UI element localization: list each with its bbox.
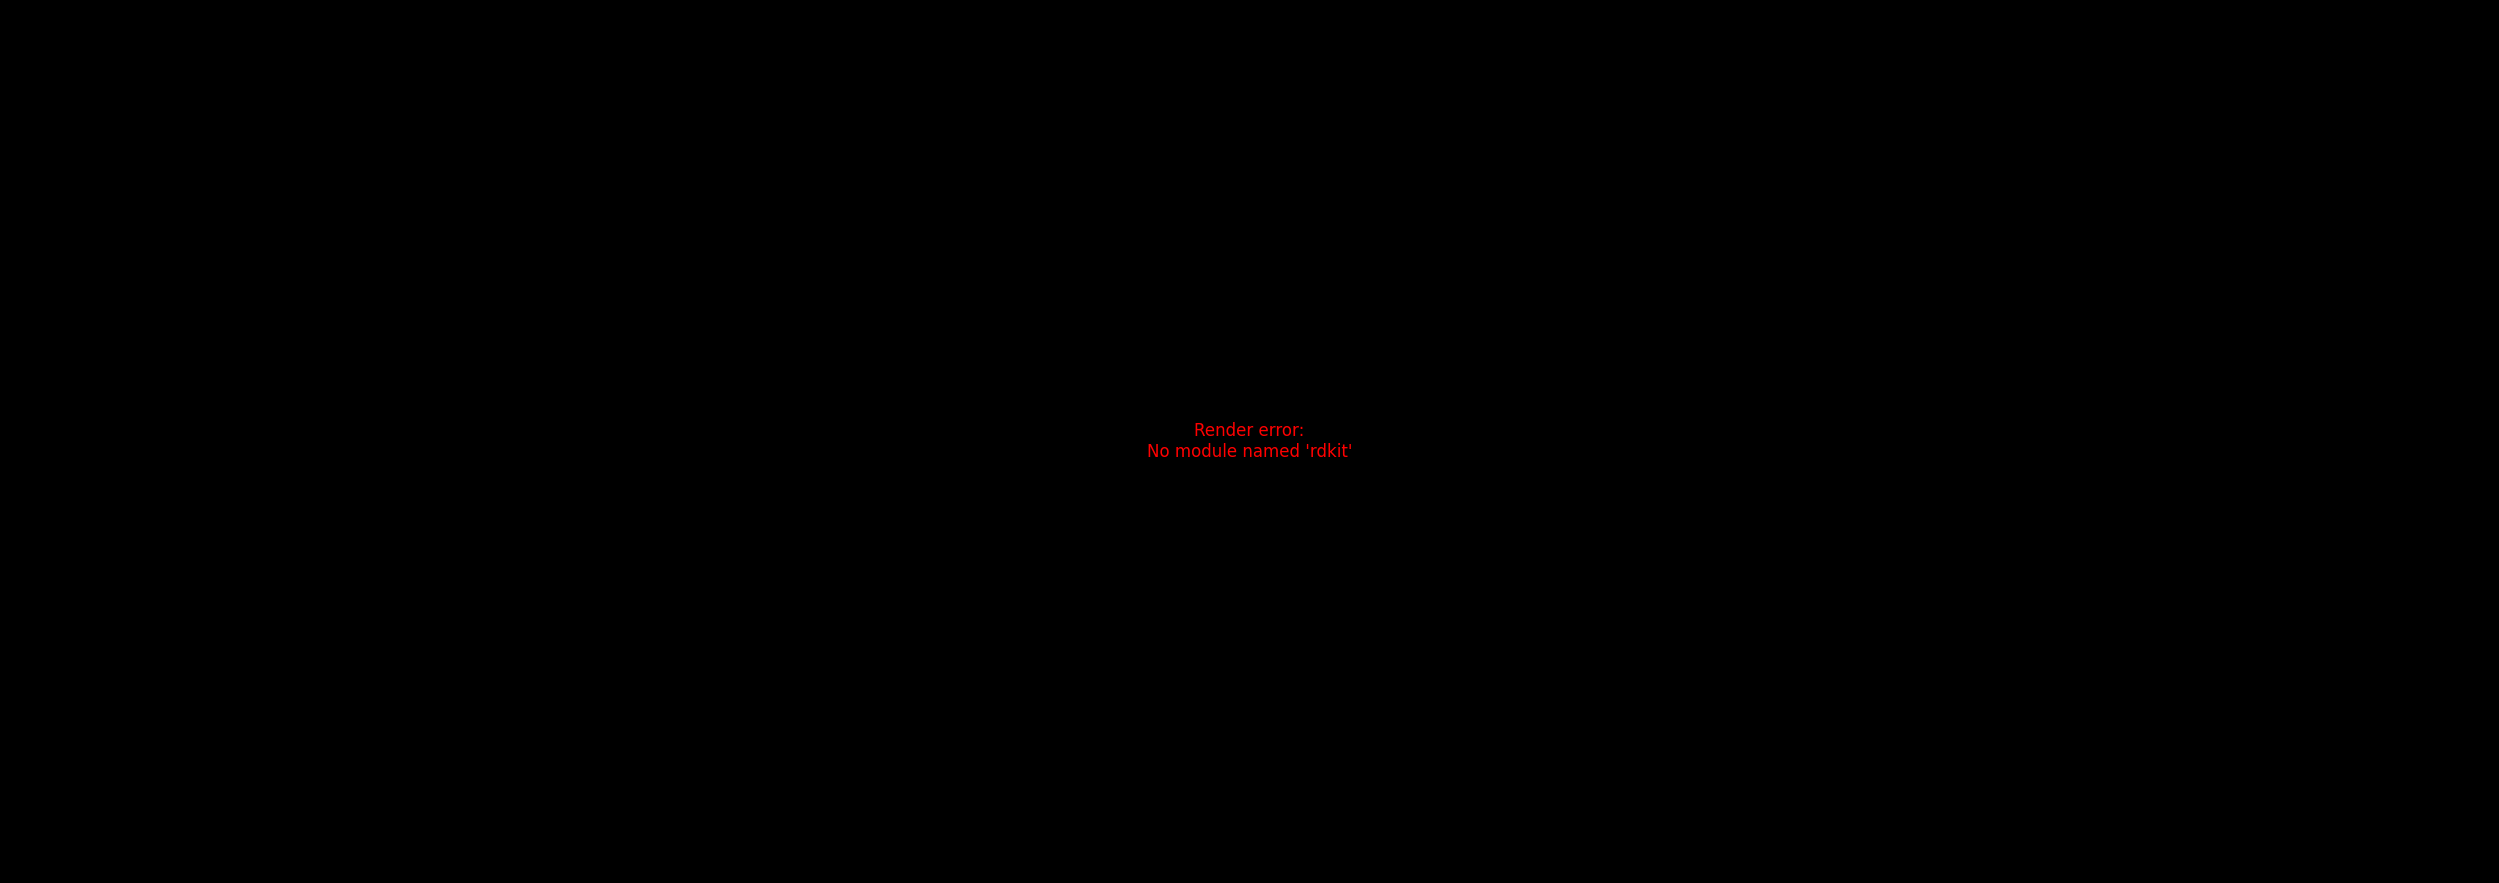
Text: Render error:
No module named 'rdkit': Render error: No module named 'rdkit'	[1147, 422, 1352, 461]
